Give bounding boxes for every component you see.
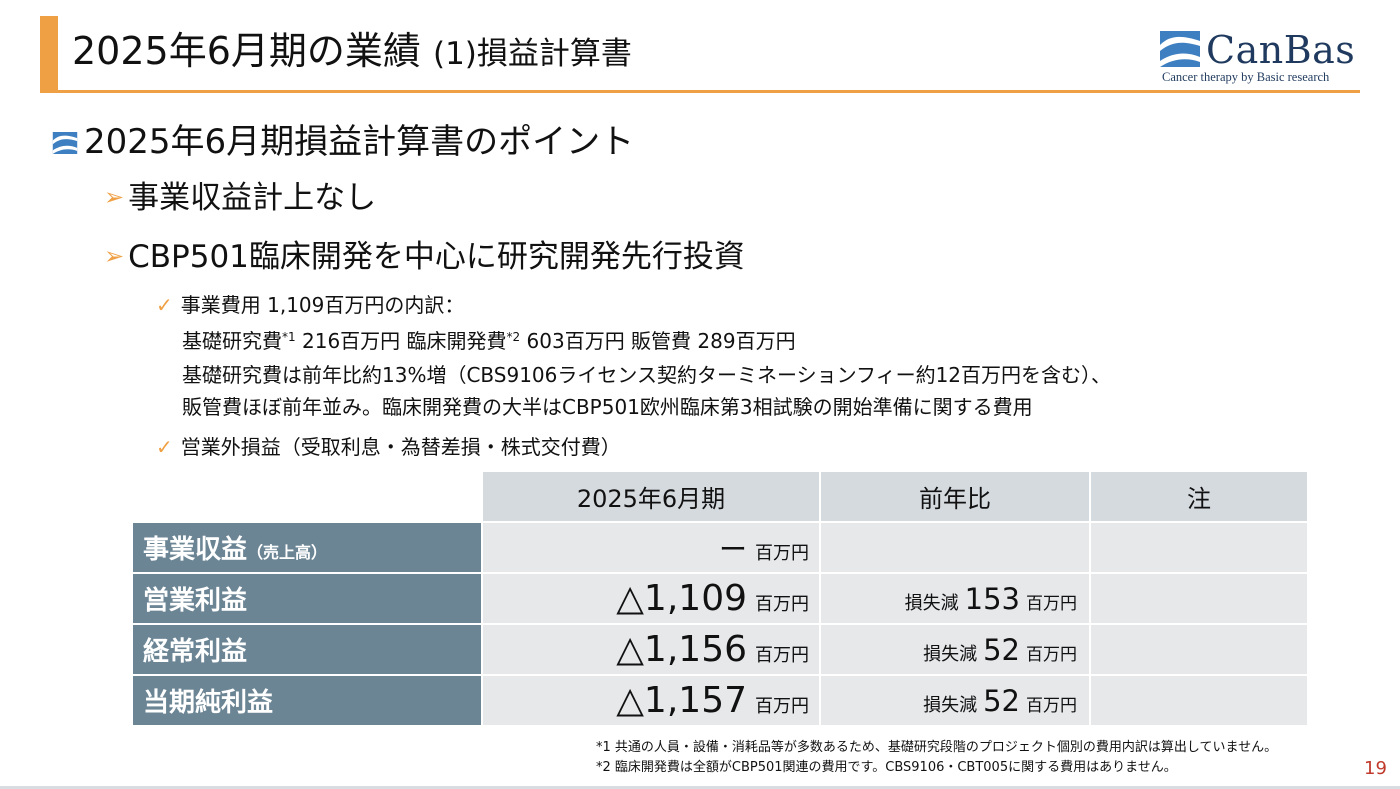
- note-cell: [1091, 625, 1307, 674]
- check-item: ✓ 営業外損益（受取利息・為替差損・株式交付費）: [156, 432, 621, 462]
- breakdown-text: 603百万円 販管費 289百万円: [520, 329, 796, 353]
- footnote-ref: *2: [506, 330, 521, 344]
- canbas-logo: CanBas Cancer therapy by Basic research: [1160, 28, 1360, 90]
- yoy-cell: 損失減 153 百万円: [821, 574, 1089, 623]
- bottom-rule: [0, 786, 1400, 789]
- table-row: 事業収益（売上高） ー百万円: [133, 523, 1307, 572]
- table-header-row: 2025年6月期 前年比 注: [133, 472, 1307, 521]
- row-label: 経常利益: [133, 625, 481, 674]
- check-icon: ✓: [156, 293, 173, 317]
- canbas-mark-icon: [1160, 31, 1200, 67]
- check-text: 事業費用 1,109百万円の内訳：: [180, 293, 465, 317]
- slide-title: 2025年6月期の業績 (1)損益計算書: [72, 26, 632, 79]
- value-number: △1,109: [616, 578, 747, 619]
- yoy-label: 損失減: [904, 592, 959, 614]
- footnote: *1 共通の人員・設備・消耗品等が多数あるため、基礎研究段階のプロジェクト個別の…: [596, 740, 1278, 755]
- row-label: 営業利益: [133, 574, 481, 623]
- yoy-label: 損失減: [923, 694, 978, 716]
- header-rule: [40, 90, 1360, 93]
- column-header: 2025年6月期: [483, 472, 819, 521]
- value-cell: △1,156 百万円: [483, 625, 819, 674]
- value-cell: △1,157 百万円: [483, 676, 819, 725]
- check-text: 営業外損益（受取利息・為替差損・株式交付費）: [180, 435, 621, 459]
- note-cell: [1091, 676, 1307, 725]
- yoy-value: 153: [964, 581, 1020, 616]
- note-cell: [1091, 574, 1307, 623]
- check-icon: ✓: [156, 435, 173, 459]
- footnote-ref: *1: [282, 330, 296, 344]
- page-number: 19: [1364, 758, 1387, 779]
- yoy-unit: 百万円: [1026, 644, 1077, 665]
- arrow-right-icon: ➢: [104, 242, 125, 270]
- table-row: 経常利益 △1,156 百万円 損失減 52 百万円: [133, 625, 1307, 674]
- value-unit: 百万円: [755, 645, 809, 666]
- accent-bar: [40, 16, 58, 92]
- breakdown-line: 基礎研究費は前年比約13%増（CBS9106ライセンス契約ターミネーションフィー…: [182, 363, 1112, 387]
- value-number: △1,157: [616, 680, 747, 721]
- column-header: 注: [1091, 472, 1307, 521]
- row-label-text: 事業収益: [143, 535, 248, 565]
- table-row: 当期純利益 △1,157 百万円 損失減 52 百万円: [133, 676, 1307, 725]
- value-cell: ー百万円: [483, 523, 819, 572]
- yoy-cell: 損失減 52 百万円: [821, 625, 1089, 674]
- logo-tagline: Cancer therapy by Basic research: [1162, 70, 1330, 84]
- bullet-item: ➢ CBP501臨床開発を中心に研究開発先行投資: [104, 235, 745, 281]
- value-unit: 百万円: [755, 594, 809, 615]
- slide-header: 2025年6月期の業績 (1)損益計算書: [40, 16, 1360, 93]
- slide-title-main: 2025年6月期の業績: [72, 29, 421, 73]
- arrow-right-icon: ➢: [104, 183, 125, 211]
- value-number: ー: [718, 532, 747, 566]
- row-label: 当期純利益: [133, 676, 481, 725]
- note-cell: [1091, 523, 1307, 572]
- value-number: △1,156: [616, 629, 747, 670]
- logo-wordmark: CanBas: [1206, 28, 1356, 72]
- row-label: 事業収益（売上高）: [133, 523, 481, 572]
- bullet-text: 事業収益計上なし: [128, 180, 377, 216]
- pl-table: 2025年6月期 前年比 注 事業収益（売上高） ー百万円 営業利益 △1,10…: [131, 470, 1309, 727]
- canbas-mark-icon: [52, 132, 78, 154]
- value-cell: △1,109 百万円: [483, 574, 819, 623]
- breakdown-line: 基礎研究費*1 216百万円 臨床開発費*2 603百万円 販管費 289百万円: [182, 322, 796, 356]
- yoy-unit: 百万円: [1026, 695, 1077, 716]
- table-corner: [133, 472, 481, 521]
- value-unit: 百万円: [755, 696, 809, 717]
- bullet-text: CBP501臨床開発を中心に研究開発先行投資: [128, 239, 745, 275]
- row-label-note: （売上高）: [247, 543, 328, 562]
- yoy-value: 52: [983, 632, 1020, 667]
- footnote: *2 臨床開発費は全額がCBP501関連の費用です。CBS9106・CBT005…: [596, 760, 1177, 775]
- breakdown-line: 販管費ほぼ前年並み。臨床開発費の大半はCBP501欧州臨床第3相試験の開始準備に…: [182, 395, 1033, 419]
- slide-title-sub: (1)損益計算書: [432, 36, 632, 72]
- breakdown-text: 216百万円 臨床開発費: [295, 329, 507, 353]
- yoy-value: 52: [983, 683, 1020, 718]
- points-heading-text: 2025年6月期損益計算書のポイント: [84, 122, 635, 162]
- breakdown-text: 基礎研究費: [182, 329, 282, 353]
- yoy-label: 損失減: [923, 643, 978, 665]
- check-item: ✓ 事業費用 1,109百万円の内訳：: [156, 290, 464, 320]
- bullet-item: ➢ 事業収益計上なし: [104, 176, 376, 222]
- yoy-cell: [821, 523, 1089, 572]
- yoy-cell: 損失減 52 百万円: [821, 676, 1089, 725]
- value-unit: 百万円: [755, 542, 809, 564]
- column-header: 前年比: [821, 472, 1089, 521]
- yoy-unit: 百万円: [1026, 593, 1077, 614]
- table-row: 営業利益 △1,109 百万円 損失減 153 百万円: [133, 574, 1307, 623]
